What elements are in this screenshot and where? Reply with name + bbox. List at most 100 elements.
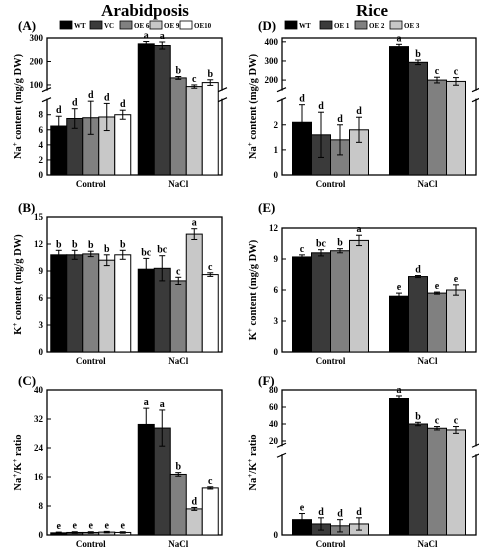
y-tick-label: 8	[39, 501, 44, 511]
significance-letter: a	[192, 218, 197, 229]
axis-break-mark	[276, 97, 287, 103]
bar-oe10	[114, 254, 132, 353]
panel-label: (A)	[18, 18, 36, 33]
panel-d: 0 1 2 200 300 400 d d d d Control a b c c NaCl (D) Na+ co…	[246, 18, 479, 189]
bar-wt	[292, 256, 312, 353]
plot-frame	[46, 37, 223, 176]
y-tick-label: 0	[39, 347, 44, 357]
y-axis-label: Na+/K+ ratio	[246, 434, 259, 490]
bar-oe9	[185, 233, 203, 353]
plot-frame	[46, 216, 223, 353]
y-tick-label: 80	[269, 385, 279, 395]
axis-break-mark	[276, 87, 287, 93]
bar-oe10	[201, 274, 219, 353]
significance-letter: a	[144, 397, 149, 408]
category-label: Control	[76, 179, 106, 189]
legend-label: OE 2	[369, 22, 385, 30]
significance-letter: bc	[316, 239, 327, 250]
left-column-title: Arabidposis	[101, 1, 189, 20]
axis-break-mark	[217, 87, 228, 93]
category-label: Control	[316, 179, 346, 189]
y-tick-label: 300	[265, 56, 279, 66]
bar-wt	[389, 46, 409, 176]
y-tick-label: 0	[39, 170, 44, 180]
significance-letter: e	[57, 521, 62, 532]
panel-label: (C)	[18, 373, 36, 388]
y-axis-label: Na+/K+ ratio	[11, 434, 24, 490]
significance-letter: bc	[157, 245, 168, 256]
significance-letter: c	[208, 476, 213, 487]
y-tick-label: 400	[265, 37, 279, 47]
bar-oe3	[446, 289, 466, 353]
y-tick-label: 15	[34, 212, 44, 222]
significance-letter: a	[160, 31, 165, 42]
significance-letter: e	[300, 503, 305, 514]
y-axis-label: Na+ content (mg/g DW)	[246, 53, 259, 159]
panel-f: 0 20 40 60 80 e d d d Control a b c c NaCl (F) Na+/K+ ra…	[246, 373, 479, 549]
significance-letter: b	[120, 239, 126, 250]
y-tick-label: 300	[30, 33, 44, 43]
category-label: NaCl	[418, 179, 438, 189]
y-tick-label: 60	[269, 402, 279, 412]
y-tick-label: 1	[274, 145, 279, 155]
bar-wt	[137, 268, 155, 353]
bar-oe2	[427, 292, 447, 353]
significance-letter: d	[356, 106, 362, 117]
significance-letter: d	[72, 98, 78, 109]
y-tick-label: 2	[39, 155, 44, 165]
significance-letter: e	[397, 282, 402, 293]
y-tick-label: 6	[39, 293, 44, 303]
right-column-title: Rice	[356, 1, 389, 20]
category-label: Control	[316, 356, 346, 366]
significance-letter: c	[454, 416, 459, 427]
bar-oe3	[446, 429, 466, 536]
significance-letter: e	[73, 521, 78, 532]
bar-oe3	[446, 80, 466, 176]
y-tick-label: 12	[269, 223, 279, 233]
legend-label: OE 6	[134, 22, 150, 30]
significance-letter: d	[337, 509, 343, 520]
bar-wt	[137, 43, 155, 176]
significance-letter: d	[120, 99, 126, 110]
plot-frame	[281, 37, 477, 176]
significance-letter: a	[397, 385, 402, 396]
y-tick-label: 8	[39, 110, 44, 120]
axis-break-mark	[471, 453, 479, 458]
bar-oe9	[185, 86, 203, 176]
significance-letter: b	[56, 239, 62, 250]
significance-letter: b	[207, 69, 213, 80]
bar-oe10	[201, 487, 219, 536]
y-tick-label: 3	[39, 320, 44, 330]
significance-letter: e	[89, 521, 94, 532]
bar-oe6	[169, 77, 187, 176]
y-tick-label: 4	[39, 140, 44, 150]
axis-break-mark	[41, 87, 52, 93]
bar-vc	[66, 254, 84, 353]
category-label: Control	[76, 539, 106, 549]
significance-letter: e	[121, 521, 126, 532]
bar-wt	[389, 295, 409, 353]
y-tick-label: 200	[30, 56, 44, 66]
bar-vc	[153, 45, 171, 176]
significance-letter: d	[337, 114, 343, 125]
y-tick-label: 0	[274, 347, 279, 357]
panel-label: (B)	[18, 200, 35, 215]
axis-break-mark	[276, 442, 287, 448]
legend-label: WT	[74, 22, 86, 30]
y-tick-label: 16	[34, 472, 44, 482]
significance-letter: c	[176, 266, 181, 277]
legend-swatch	[149, 20, 163, 30]
category-label: NaCl	[418, 539, 438, 549]
y-axis-label: K+ content (mg/g DW)	[11, 234, 24, 335]
y-tick-label: 0	[274, 530, 279, 540]
significance-letter: b	[88, 240, 94, 251]
significance-letter: a	[160, 399, 165, 410]
legend-label: VC	[104, 22, 114, 30]
axis-break-mark	[217, 97, 228, 103]
significance-letter: d	[104, 92, 110, 103]
bar-oe6	[169, 280, 187, 353]
panel-label: (F)	[258, 373, 275, 388]
